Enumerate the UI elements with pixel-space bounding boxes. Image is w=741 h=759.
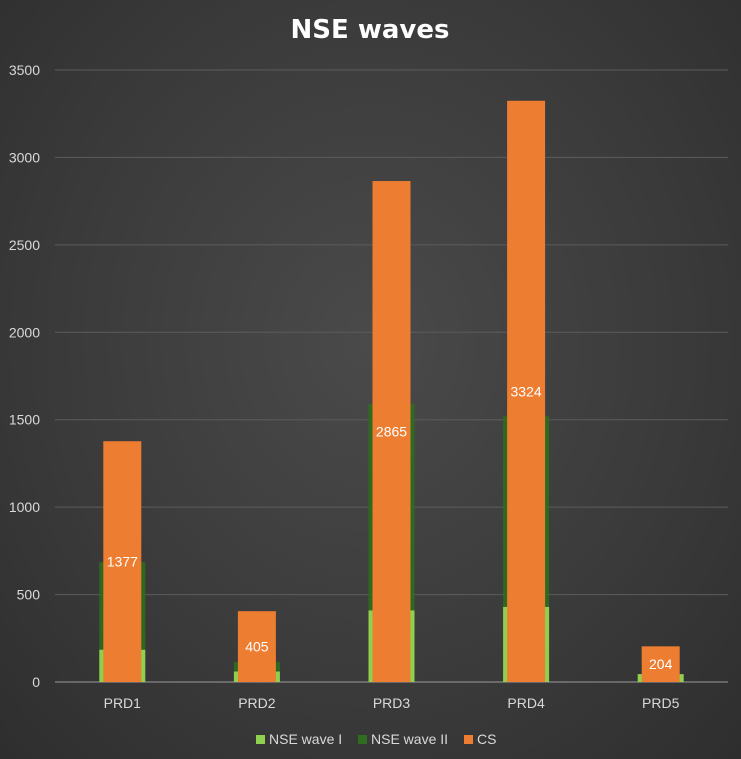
y-tick-label: 1000 bbox=[9, 499, 40, 515]
legend-label: CS bbox=[477, 731, 496, 747]
data-label: 405 bbox=[245, 639, 269, 655]
bar-cs bbox=[237, 611, 276, 682]
bar-cs bbox=[103, 441, 142, 682]
legend: NSE wave I NSE wave II CS bbox=[256, 731, 496, 747]
y-tick-label: 3500 bbox=[9, 62, 40, 78]
y-tick-label: 3000 bbox=[9, 149, 40, 165]
data-labels: 1377 405 2865 3324 204 bbox=[107, 383, 673, 672]
chart-title: NSE waves bbox=[291, 15, 450, 45]
x-tick-label: PRD2 bbox=[238, 695, 276, 711]
y-tick-label: 500 bbox=[17, 587, 41, 603]
y-axis: 0 500 1000 1500 2000 2500 3000 3500 bbox=[9, 62, 40, 690]
x-tick-label: PRD3 bbox=[373, 695, 411, 711]
bar-cs bbox=[641, 646, 680, 682]
y-tick-label: 2000 bbox=[9, 324, 40, 340]
data-label: 204 bbox=[649, 656, 673, 672]
data-label: 3324 bbox=[511, 383, 542, 399]
data-label: 1377 bbox=[107, 554, 138, 570]
legend-swatch bbox=[256, 735, 265, 744]
bars bbox=[99, 100, 684, 683]
legend-swatch bbox=[464, 735, 473, 744]
y-tick-label: 0 bbox=[32, 674, 40, 690]
legend-swatch bbox=[358, 735, 367, 744]
bar-cs bbox=[507, 100, 546, 683]
x-tick-label: PRD1 bbox=[104, 695, 142, 711]
x-tick-label: PRD5 bbox=[642, 695, 680, 711]
x-tick-label: PRD4 bbox=[507, 695, 545, 711]
y-tick-label: 2500 bbox=[9, 237, 40, 253]
data-label: 2865 bbox=[376, 424, 407, 440]
legend-label: NSE wave I bbox=[269, 731, 342, 747]
x-axis: PRD1 PRD2 PRD3 PRD4 PRD5 bbox=[104, 695, 680, 711]
y-tick-label: 1500 bbox=[9, 412, 40, 428]
legend-label: NSE wave II bbox=[371, 731, 448, 747]
bar-cs bbox=[372, 181, 411, 682]
